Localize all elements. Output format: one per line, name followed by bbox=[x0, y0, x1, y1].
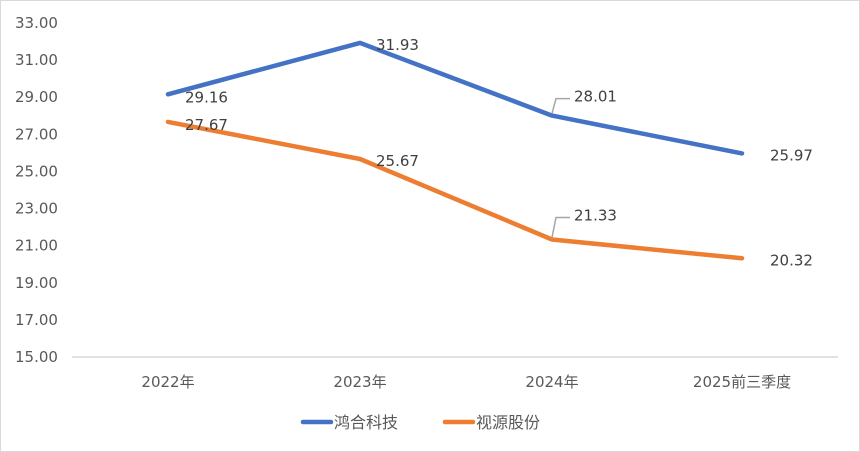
data-label: 21.33 bbox=[574, 207, 617, 225]
y-axis: 15.00 17.00 19.00 21.00 23.00 25.00 27.00 29.00… bbox=[15, 14, 58, 366]
y-tick-label: 29.00 bbox=[15, 88, 58, 106]
y-tick-label: 19.00 bbox=[15, 274, 58, 292]
legend-item-honghe[interactable]: 鸿合科技 bbox=[300, 413, 398, 432]
leader-line bbox=[551, 97, 570, 114]
y-tick-label: 17.00 bbox=[15, 311, 58, 329]
legend-item-cvte[interactable]: 视源股份 bbox=[442, 413, 540, 432]
x-tick-label: 2024年 bbox=[525, 373, 578, 391]
y-tick-label: 23.00 bbox=[15, 200, 58, 218]
legend-label: 视源股份 bbox=[476, 413, 540, 432]
data-label: 25.97 bbox=[770, 146, 813, 164]
series-line-cvte bbox=[165, 119, 745, 261]
legend-label: 鸿合科技 bbox=[334, 413, 398, 432]
y-tick-label: 31.00 bbox=[15, 51, 58, 69]
y-tick-label: 21.00 bbox=[15, 237, 58, 255]
y-tick-label: 27.00 bbox=[15, 125, 58, 143]
data-labels: 29.16 31.93 28.01 25.97 27.67 25.67 21.33 20.32 bbox=[185, 36, 813, 269]
data-label: 27.67 bbox=[185, 116, 228, 134]
x-tick-label: 2023年 bbox=[333, 373, 386, 391]
legend: 鸿合科技 视源股份 bbox=[300, 413, 540, 432]
series-lines bbox=[165, 40, 745, 261]
leader-line bbox=[551, 216, 570, 238]
x-axis: 2022年 2023年 2024年 2025前三季度 bbox=[141, 373, 791, 391]
series-line-honghe bbox=[165, 40, 745, 156]
data-label: 28.01 bbox=[574, 88, 617, 106]
x-tick-label: 2022年 bbox=[141, 373, 194, 391]
data-label: 31.93 bbox=[376, 36, 419, 54]
y-tick-label: 25.00 bbox=[15, 162, 58, 180]
y-tick-label: 15.00 bbox=[15, 348, 58, 366]
data-label: 25.67 bbox=[376, 152, 419, 170]
y-tick-label: 33.00 bbox=[15, 14, 58, 32]
x-tick-label: 2025前三季度 bbox=[693, 373, 791, 391]
data-label: 29.16 bbox=[185, 88, 228, 106]
data-label: 20.32 bbox=[770, 251, 813, 269]
